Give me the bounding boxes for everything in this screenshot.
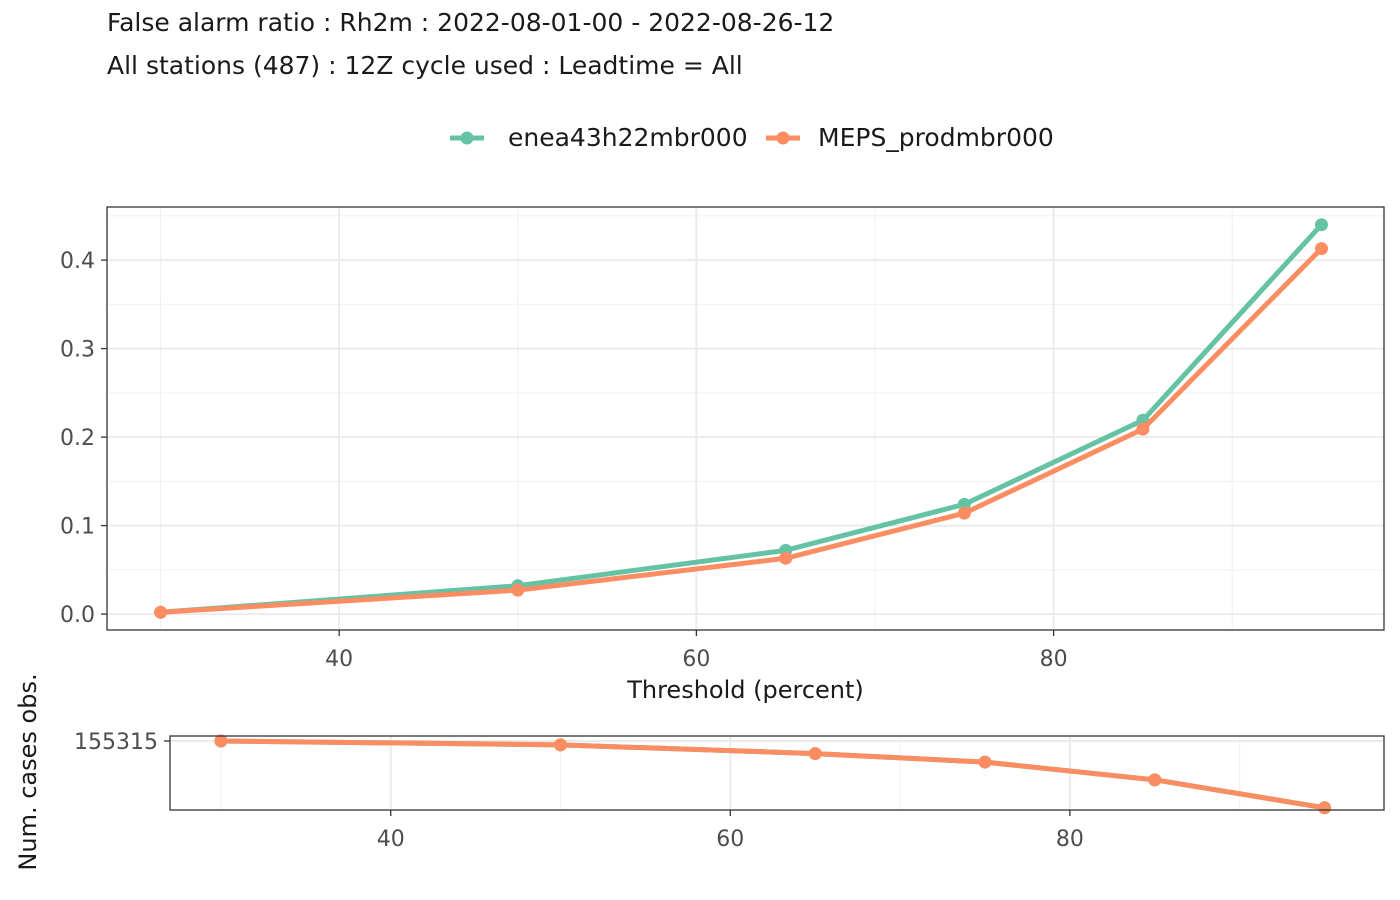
cases-series-meps-prodmbr000 bbox=[214, 734, 1332, 815]
main-point-enea43h22mbr000 bbox=[1314, 218, 1328, 232]
cases-panel-border bbox=[169, 735, 1385, 811]
main-point-meps-prodmbr000 bbox=[511, 583, 525, 597]
cases-y-axis-title: Num. cases obs. bbox=[14, 673, 42, 870]
main-x-tick-label: 80 bbox=[1040, 647, 1068, 672]
cases-point-meps-prodmbr000 bbox=[1318, 801, 1332, 815]
chart-subtitle: All stations (487) : 12Z cycle used : Le… bbox=[107, 51, 743, 80]
main-point-meps-prodmbr000 bbox=[779, 551, 793, 565]
legend-label-enea43h22mbr000: enea43h22mbr000 bbox=[508, 123, 748, 152]
chart-title: False alarm ratio : Rh2m : 2022-08-01-00… bbox=[107, 8, 835, 37]
cases-y-tick-label: 155315 bbox=[74, 730, 158, 755]
main-plot-panel: 40 60 80 0.0 0.1 0.2 0.3 0.4 Threshold (percent) bbox=[60, 206, 1385, 704]
cases-point-meps-prodmbr000 bbox=[978, 755, 992, 769]
cases-point-meps-prodmbr000 bbox=[554, 738, 568, 752]
cases-point-meps-prodmbr000 bbox=[1148, 773, 1162, 787]
legend-label-meps-prodmbr000: MEPS_prodmbr000 bbox=[818, 123, 1054, 152]
cases-point-meps-prodmbr000 bbox=[808, 747, 822, 761]
main-series-meps-prodmbr000 bbox=[154, 242, 1328, 619]
cases-x-tick-label: 40 bbox=[377, 827, 405, 852]
cases-plot-panel: 40 60 80 155315 Num. cases obs. bbox=[14, 673, 1385, 871]
main-x-tick-label: 40 bbox=[325, 647, 353, 672]
main-y-tick-label: 0.4 bbox=[60, 249, 95, 274]
cases-point-meps-prodmbr000 bbox=[214, 734, 228, 748]
legend-key-enea43h22mbr000 bbox=[450, 131, 484, 145]
main-line-meps-prodmbr000 bbox=[158, 246, 1324, 615]
main-point-meps-prodmbr000 bbox=[1314, 242, 1328, 256]
cases-series-enea43h22mbr000 bbox=[214, 734, 1332, 815]
legend-key-meps-prodmbr000 bbox=[766, 131, 800, 145]
main-y-tick-label: 0.2 bbox=[60, 426, 95, 451]
main-y-tick-label: 0.0 bbox=[60, 603, 95, 628]
cases-x-tick-label: 60 bbox=[716, 827, 744, 852]
cases-x-tick-label: 80 bbox=[1056, 827, 1084, 852]
main-gridlines bbox=[107, 207, 1384, 630]
main-x-tick-label: 60 bbox=[682, 647, 710, 672]
main-point-meps-prodmbr000 bbox=[1136, 422, 1150, 436]
main-panel-border bbox=[106, 206, 1385, 631]
main-y-tick-label: 0.3 bbox=[60, 338, 95, 363]
main-point-meps-prodmbr000 bbox=[957, 506, 971, 520]
main-x-axis-title: Threshold (percent) bbox=[626, 676, 864, 704]
main-line-enea43h22mbr000 bbox=[158, 222, 1324, 615]
main-y-tick-label: 0.1 bbox=[60, 515, 95, 540]
cases-line-meps-prodmbr000 bbox=[218, 738, 1328, 811]
cases-gridlines bbox=[170, 736, 1384, 810]
main-point-meps-prodmbr000 bbox=[154, 605, 168, 619]
